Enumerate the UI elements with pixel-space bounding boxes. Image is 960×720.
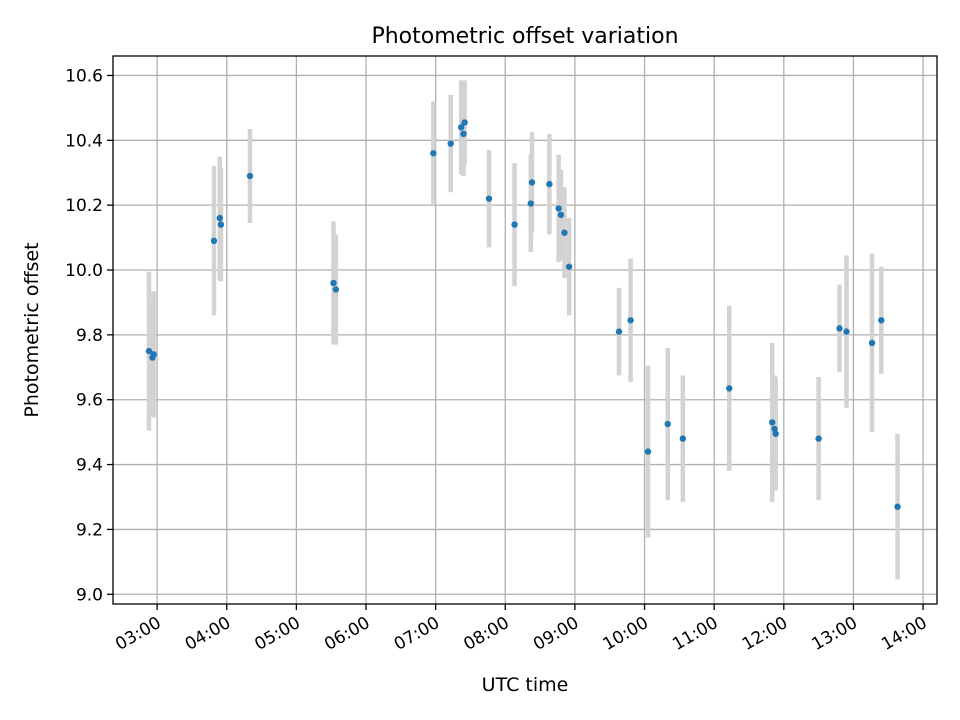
- data-point: [332, 286, 340, 293]
- x-axis-label: UTC time: [482, 674, 569, 696]
- data-point: [528, 179, 536, 186]
- x-tick-label: 03:00: [112, 613, 164, 655]
- data-point: [246, 172, 254, 180]
- data-point: [460, 130, 467, 138]
- y-tick-label: 9.0: [76, 585, 103, 605]
- data-point: [511, 221, 518, 228]
- y-tick-label: 9.8: [76, 326, 103, 346]
- data-point: [627, 317, 634, 324]
- data-point: [527, 200, 535, 207]
- chart-title: Photometric offset variation: [371, 24, 678, 49]
- y-tick-label: 9.2: [76, 520, 103, 540]
- data-point: [430, 150, 437, 157]
- x-tick-label: 11:00: [669, 613, 721, 655]
- x-tick-label: 08:00: [460, 613, 512, 655]
- y-axis-label: Photometric offset: [21, 242, 43, 417]
- x-axis: 03:00 04:00 05:00 06:00 07:00 08:00 09:00 10:00…: [112, 604, 931, 655]
- data-point: [769, 419, 776, 426]
- data-point: [561, 229, 568, 236]
- data-point: [447, 140, 454, 147]
- data-point: [461, 119, 468, 126]
- x-tick-label: 07:00: [391, 613, 443, 655]
- data-point: [679, 435, 687, 442]
- data-point: [557, 211, 565, 219]
- data-point: [216, 214, 223, 222]
- x-tick-label: 09:00: [530, 613, 582, 655]
- data-point: [565, 263, 573, 270]
- data-point: [457, 124, 465, 131]
- data-point: [555, 205, 562, 212]
- data-point: [330, 279, 337, 287]
- x-tick-label: 13:00: [809, 613, 861, 655]
- y-axis: 9.0 9.2 9.4 9.6 9.8 10.0 10.2 10.4 10.6: [65, 66, 113, 605]
- data-point: [150, 351, 157, 358]
- data-point: [210, 237, 218, 245]
- data-point: [644, 448, 652, 455]
- y-tick-label: 10.2: [65, 196, 103, 216]
- error-bars: [146, 80, 900, 580]
- data-point: [771, 425, 778, 433]
- plot-frame: [112, 55, 938, 605]
- data-point: [615, 328, 623, 335]
- data-point: [836, 325, 843, 332]
- grid-lines: [113, 56, 937, 604]
- y-tick-label: 9.6: [76, 391, 103, 411]
- data-points: [145, 119, 901, 510]
- data-point: [894, 503, 901, 510]
- data-point: [145, 347, 153, 355]
- data-point: [878, 317, 885, 324]
- y-tick-label: 10.0: [65, 261, 103, 281]
- y-tick-label: 10.6: [65, 66, 103, 86]
- x-tick-label: 14:00: [878, 613, 930, 655]
- data-point: [772, 430, 779, 437]
- data-point: [217, 221, 225, 228]
- data-point: [664, 420, 671, 428]
- data-point: [868, 339, 876, 347]
- data-point: [843, 328, 850, 335]
- data-point: [815, 435, 822, 442]
- x-tick-label: 10:00: [600, 613, 652, 655]
- y-tick-label: 9.4: [76, 456, 103, 476]
- x-tick-label: 12:00: [739, 613, 791, 655]
- x-tick-label: 06:00: [321, 613, 373, 655]
- x-tick-label: 04:00: [182, 613, 234, 655]
- x-tick-label: 05:00: [251, 613, 303, 655]
- y-tick-label: 10.4: [65, 131, 103, 151]
- data-point: [485, 195, 493, 202]
- data-point: [726, 385, 733, 392]
- data-point: [546, 180, 553, 188]
